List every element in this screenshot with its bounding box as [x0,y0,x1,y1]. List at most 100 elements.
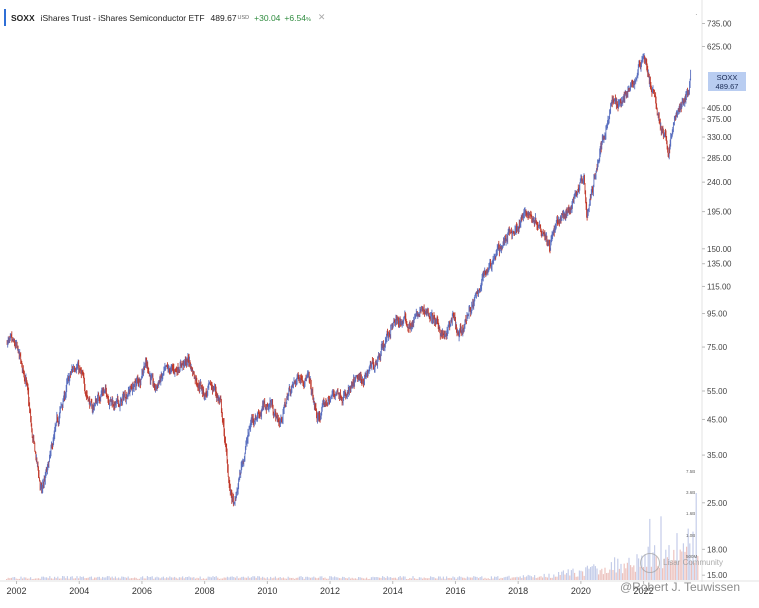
volume-bar [607,572,609,580]
volume-bar [90,576,92,580]
volume-bar [649,518,651,580]
volume-bar [513,577,515,580]
volume-bar [305,576,307,580]
volume-bar [303,578,305,580]
volume-bar [346,578,348,580]
volume-bar [284,578,286,580]
legend-price: 489.67 [210,12,237,23]
volume-bar [193,577,195,580]
volume-bar [89,576,91,580]
volume-bar [129,578,131,580]
volume-bar [497,576,499,580]
volume-bar [460,576,462,580]
volume-bar [63,576,65,580]
author-watermark: @Robert J. Teuwissen [620,580,741,594]
legend-currency: USD [237,14,250,21]
legend-percent-unit: % [305,16,311,23]
volume-bar [462,577,464,580]
volume-bar [415,578,417,580]
volume-bar [174,576,176,580]
volume-bar [366,577,368,580]
legend-symbol[interactable]: SOXX [11,12,35,23]
volume-bar [41,576,43,580]
volume-bar [209,576,211,580]
volume-bar [183,578,185,580]
volume-bar [482,578,484,580]
volume-bar [697,555,699,580]
volume-bar [441,578,443,580]
volume-bar [506,576,508,580]
volume-bar [476,576,478,580]
volume-bar [73,578,75,580]
volume-bar [438,576,440,580]
symbol-legend[interactable]: SOXX iShares Trust - iShares Semiconduct… [4,9,332,26]
volume-bar [417,578,419,580]
price-axis[interactable]: 735.00 625.00 405.00 375.00 330.00 285.00 240.… [702,20,732,581]
volume-bar [114,576,116,580]
volume-bar [543,573,545,580]
volume-bar [593,564,595,580]
volume-bar [226,576,228,580]
volume-bar [266,577,268,580]
volume-bar [527,574,529,580]
volume-bar [17,578,19,580]
volume-bar [452,576,454,580]
volume-bar [342,576,344,580]
y-tick-label: 625.00 [707,42,732,51]
volume-axis: 7.5B 3.6B 1.6B 1.0B 500M [686,469,698,559]
volume-bar [87,577,89,580]
volume-bar [71,576,73,580]
volume-bar [385,578,387,580]
volume-bar [134,577,136,580]
volume-bar [658,567,660,580]
volume-bars [6,493,699,580]
close-icon[interactable]: ✕ [317,12,326,22]
volume-bar [348,577,350,580]
volume-bar [25,577,27,580]
volume-bar [396,578,398,580]
volume-bar [386,576,388,580]
volume-bar [620,563,622,580]
volume-bar [108,576,110,580]
volume-bar [113,578,115,580]
volume-bar [273,577,275,580]
volume-bar [514,577,516,580]
more-icon[interactable]: · [695,10,698,19]
volume-bar [220,578,222,580]
volume-bar [679,549,681,580]
volume-bar [594,566,596,580]
volume-bar [318,577,320,580]
volume-bar [84,578,86,580]
volume-bar [116,578,118,580]
volume-bar [302,577,304,580]
y-tick-label: 150.00 [707,245,732,254]
volume-bar [132,578,134,580]
volume-bar [146,576,148,580]
volume-bar [230,576,232,580]
volume-bar [495,576,497,580]
volume-bar [585,567,587,580]
volume-bar [190,577,192,580]
volume-bar [457,577,459,580]
volume-bar [150,576,152,580]
volume-bar [225,577,227,580]
volume-bar [231,576,233,580]
y-tick-label: 18.00 [707,545,728,554]
volume-bar [198,578,200,580]
time-axis[interactable]: 2002 2004 2006 2008 2010 2012 2014 2016 2018 2020… [7,581,654,596]
volume-bar [545,576,547,580]
volume-bar [199,576,201,580]
volume-bar [170,577,172,580]
volume-bar [626,562,628,580]
volume-bar [74,578,76,580]
volume-bar [215,576,217,580]
volume-bar [401,577,403,580]
volume-bar [442,576,444,580]
volume-bar [410,578,412,580]
volume-bar [265,578,267,580]
volume-bar [166,577,168,580]
volume-bar [551,577,553,580]
volume-bar [39,578,41,580]
volume-bar [223,577,225,580]
